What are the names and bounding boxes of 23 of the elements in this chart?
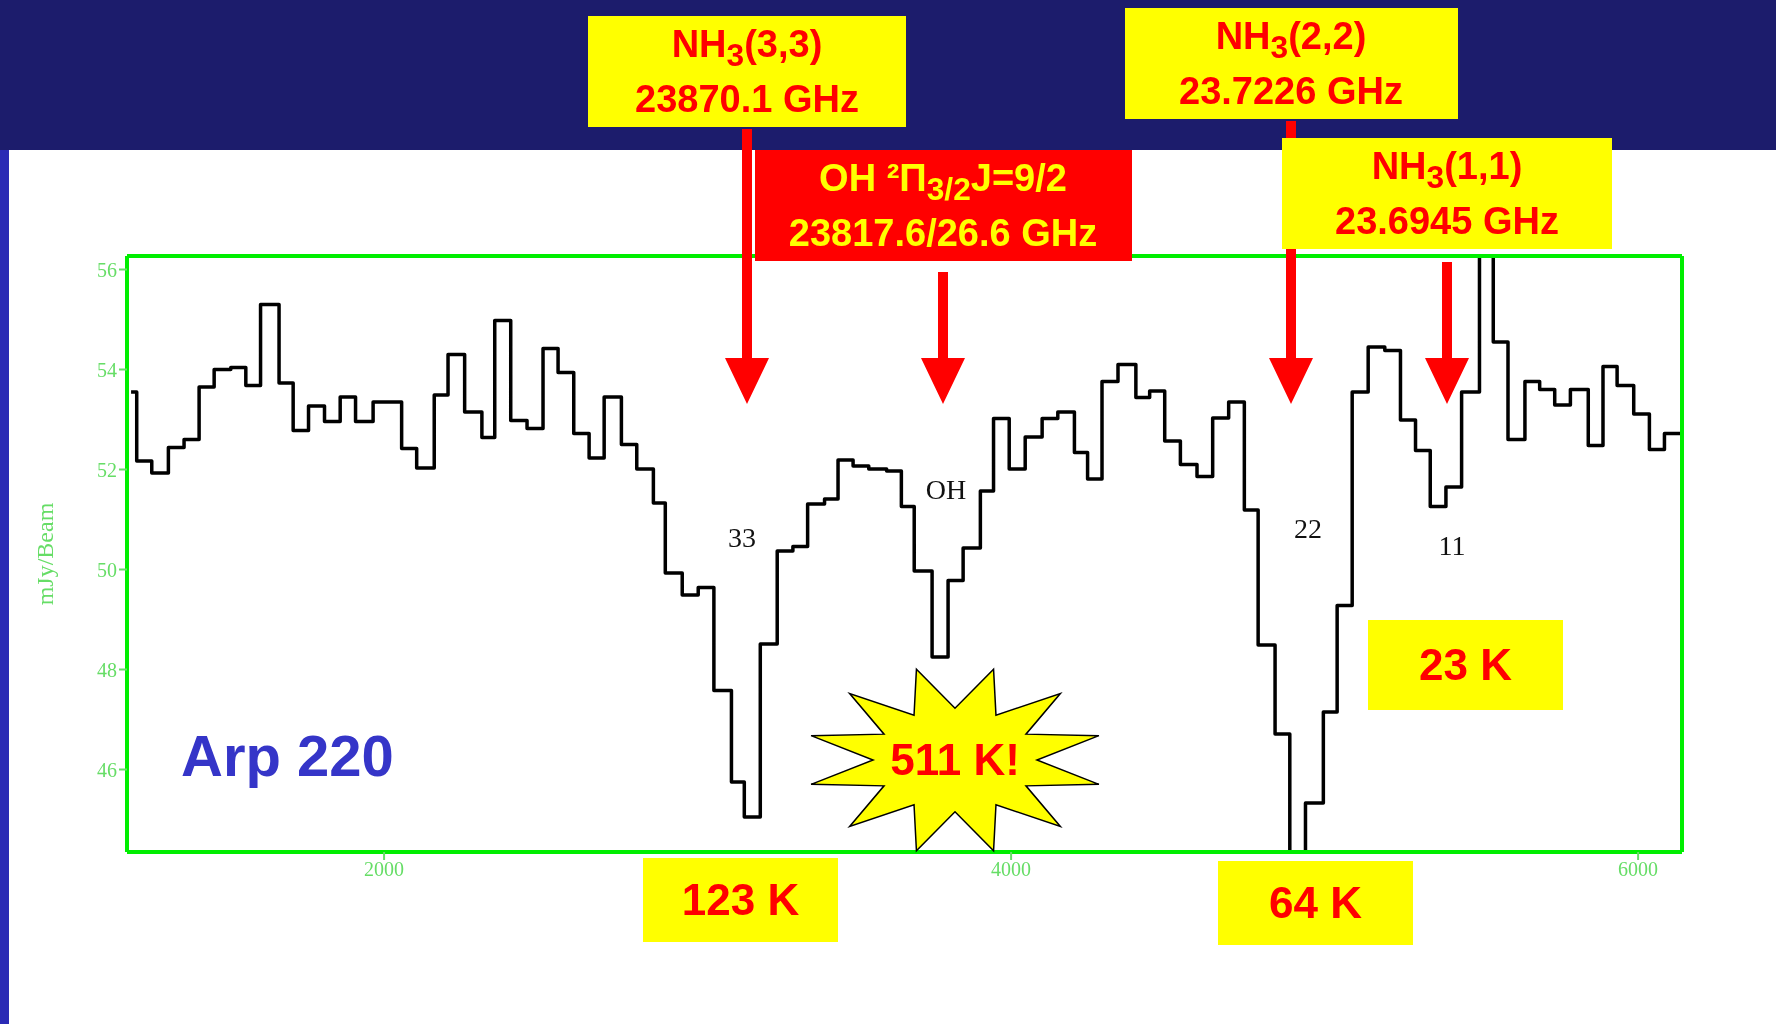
annotation: 511 K! [889, 734, 1021, 786]
annotation: 33 [727, 522, 757, 554]
x-tick-label: 2000 [364, 858, 405, 881]
text: NH$_{3}$(2,2) 23.7226 GHz [1178, 14, 1404, 113]
y-tick-label: 56 [97, 258, 117, 281]
annotation: 23 K [1368, 620, 1563, 710]
x-tick-label: 6000 [1618, 858, 1659, 881]
text: 64 K [1218, 861, 1413, 945]
text: OH ²Π$_{3/2}$J=9/2 23817.6/26.6 GHz [787, 156, 1099, 255]
y-axis-title: mJy/Beam [31, 502, 58, 606]
annotation: 22 [1293, 513, 1323, 545]
text: NH$_{3}$(1,1) 23.6945 GHz [1334, 144, 1560, 243]
text: 123 K [643, 858, 838, 942]
y-tick-label: 52 [97, 458, 117, 481]
text: Arp 220 [181, 722, 394, 789]
y-tick-label: 50 [97, 558, 117, 581]
annotation: OH [924, 474, 968, 506]
x-tick-label: 4000 [991, 858, 1032, 881]
y-tick-label: 46 [97, 758, 117, 781]
y-tick-label: 54 [97, 358, 117, 381]
annotation: 11 [1437, 530, 1467, 562]
text: NH$_{3}$(3,3) 23870.1 GHz [634, 22, 860, 121]
y-tick-label: 48 [97, 658, 117, 681]
